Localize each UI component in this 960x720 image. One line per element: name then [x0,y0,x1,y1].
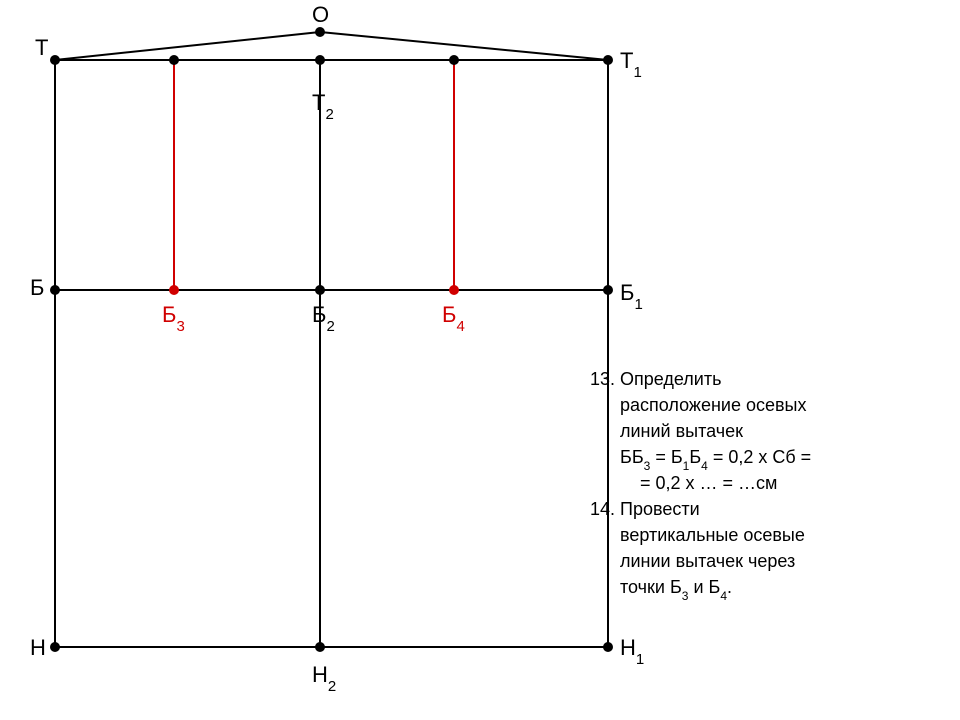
label-B1: Б1 [620,280,643,313]
instr-13-l2: расположение осевых [620,395,806,415]
instr-14-l3: линии вытачек через [620,551,795,571]
label-B: Б [30,275,44,300]
instr-13-l5: = 0,2 x … = …см [640,473,777,493]
label-T2: Т2 [312,90,334,123]
label-T: Т [35,35,48,60]
instr-14-l1: Провести [620,499,700,519]
instr-13-num: 13. [590,369,615,389]
label-B4: Б4 [442,302,465,335]
label-H2: Н2 [312,662,336,695]
instr-13-l3: линий вытачек [620,421,743,441]
label-B2: Б2 [312,302,335,335]
label-T1: Т1 [620,48,642,81]
label-B3: Б3 [162,302,185,335]
instr-13-l1: Определить [620,369,721,389]
instr-14-l4: точки Б3 и Б4. [620,577,732,603]
pattern-diagram: О Т Т1 Т2 Б Б1 Б2 Б3 Б4 Н Н1 Н2 13.Определить располо… [0,0,960,720]
label-H1: Н1 [620,635,644,668]
instr-13-l4: ББ3 = Б1Б4 = 0,2 x Сб = [620,447,811,473]
instr-14-l2: вертикальные осевые [620,525,805,545]
instr-14-num: 14. [590,499,615,519]
label-H: Н [30,635,46,660]
label-O: О [312,2,329,27]
